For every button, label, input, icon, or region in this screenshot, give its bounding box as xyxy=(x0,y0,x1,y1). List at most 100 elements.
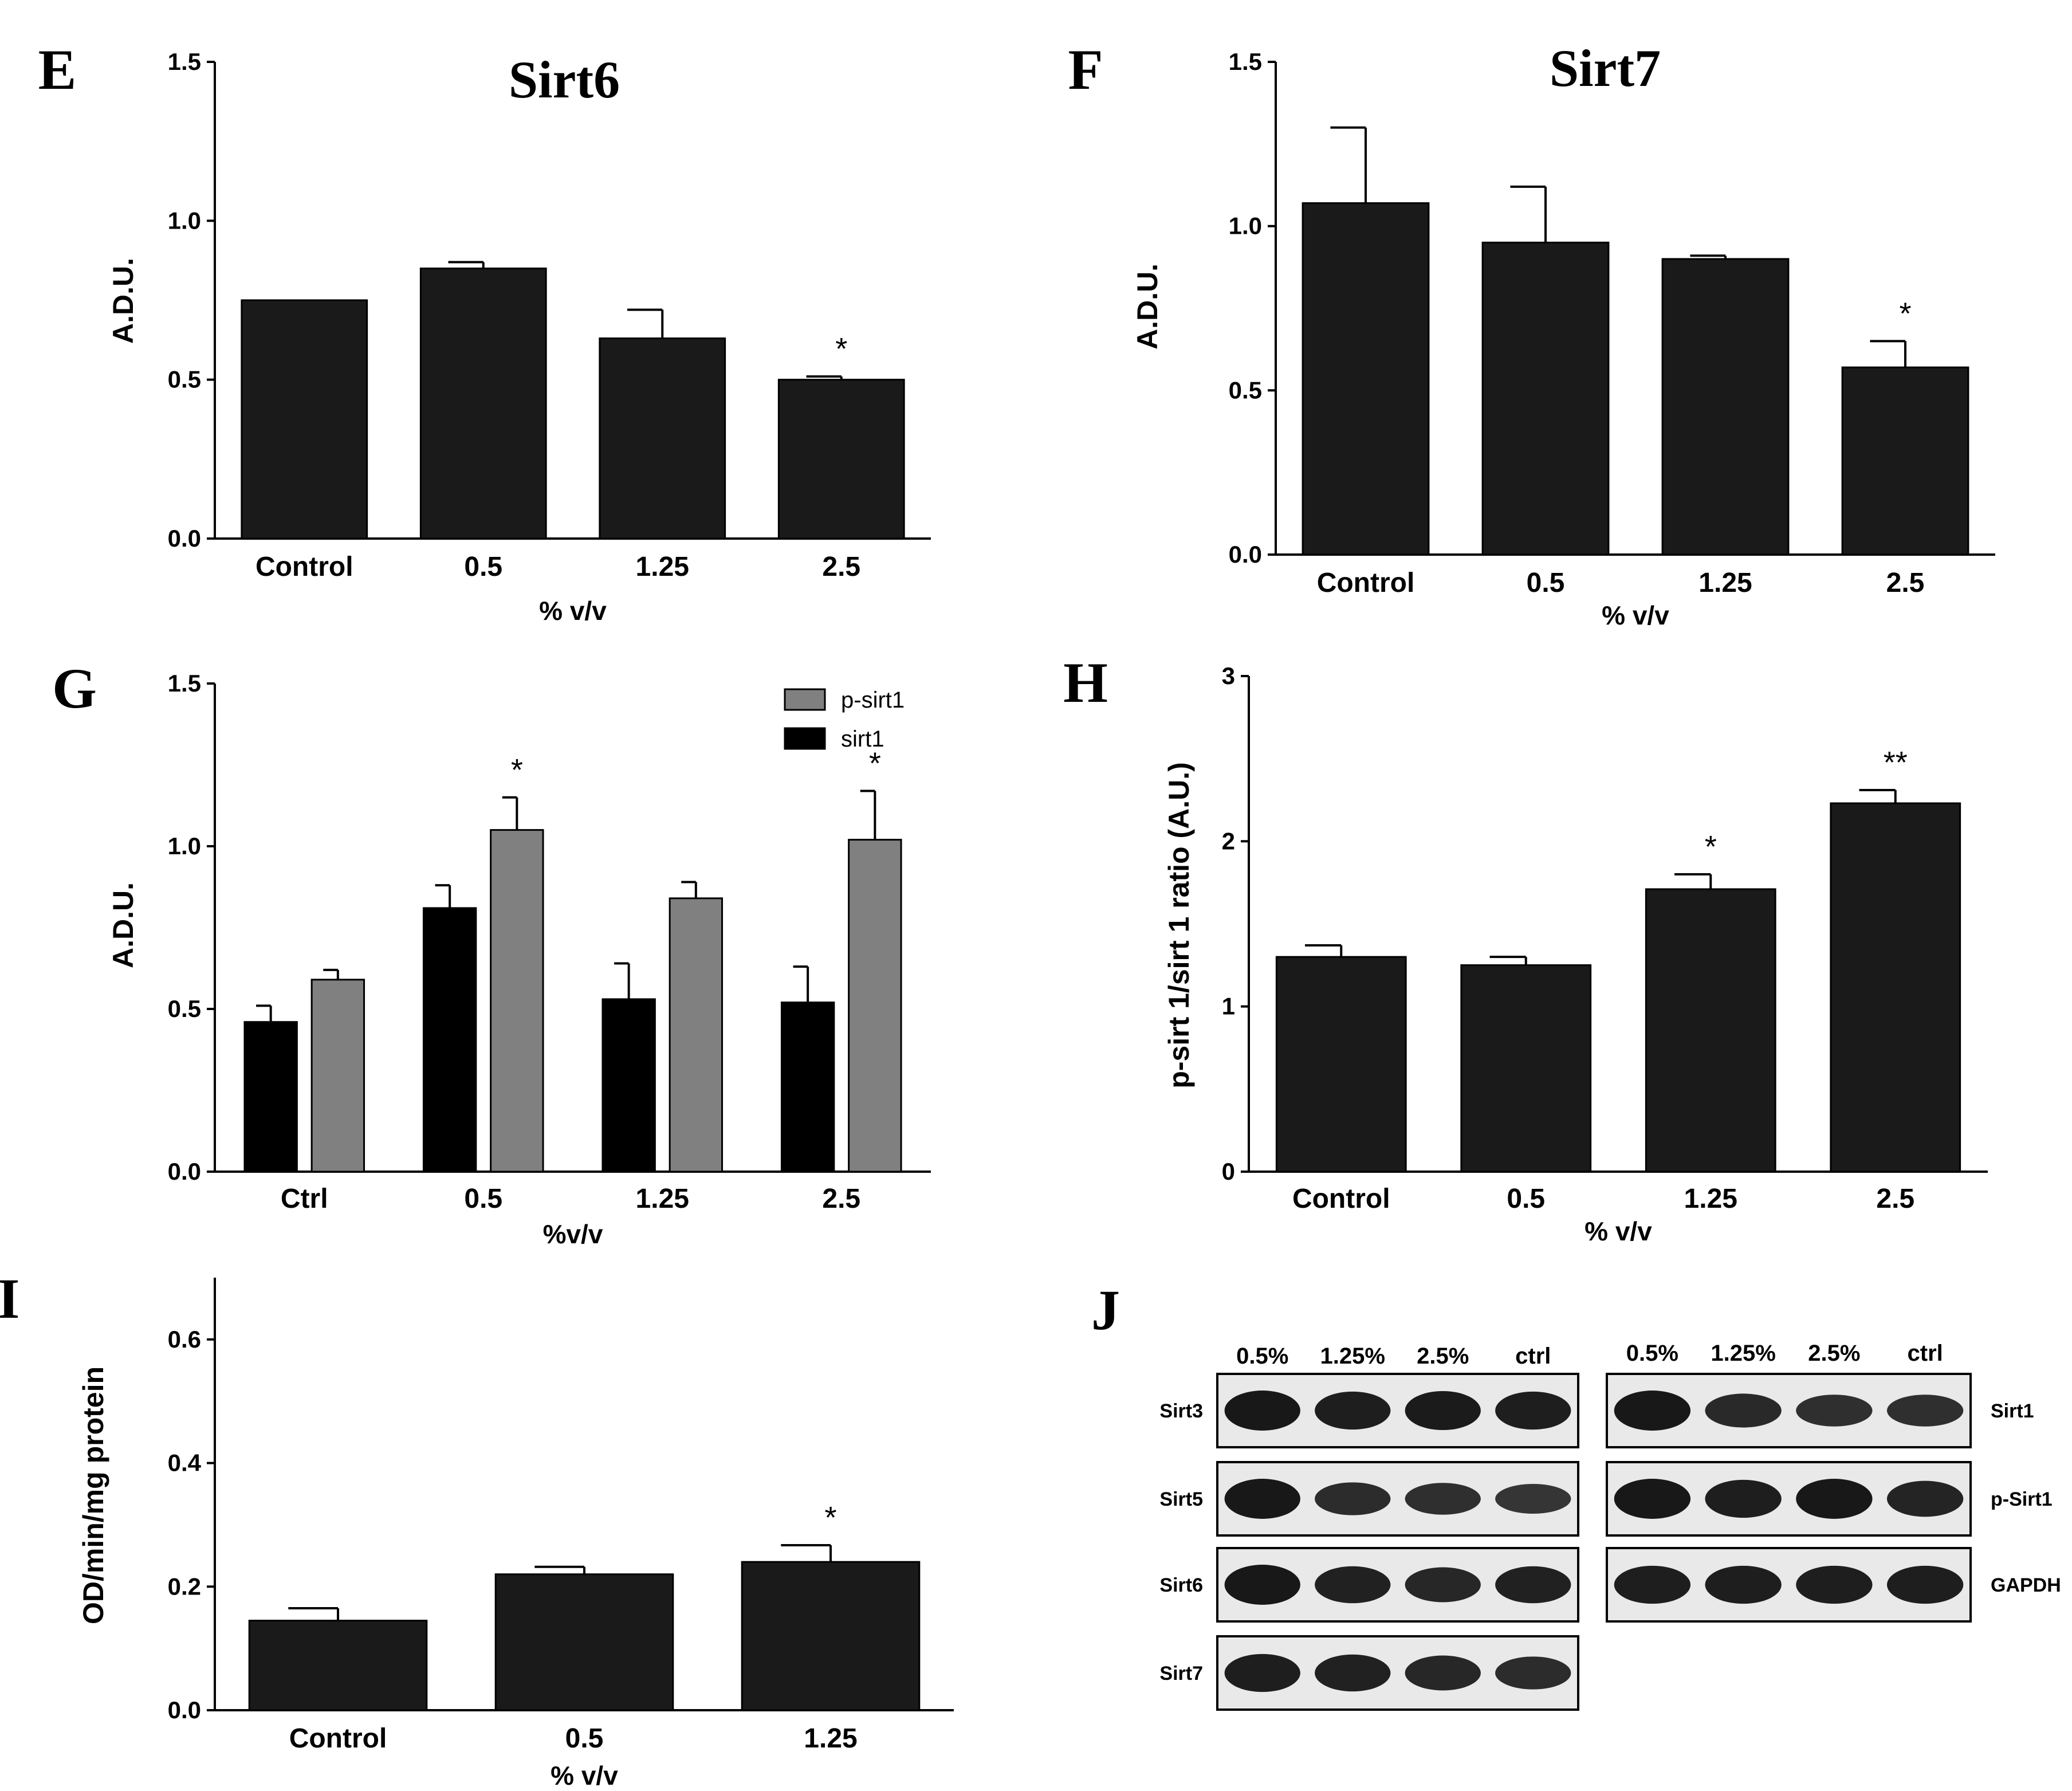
blot-row-label: Sirt7 xyxy=(1159,1663,1203,1684)
x-tick-label: 2.5 xyxy=(1886,568,1925,598)
x-tick-label: 0.5 xyxy=(1507,1184,1545,1214)
panel-letter: J xyxy=(1091,1278,1120,1342)
y-tick-label: 0.2 xyxy=(168,1573,201,1600)
y-axis-label: A.D.U. xyxy=(1131,264,1163,349)
blot-band xyxy=(1405,1391,1481,1431)
panel-letter: H xyxy=(1063,651,1108,714)
blot-band xyxy=(1405,1483,1481,1515)
blot-band xyxy=(1796,1395,1873,1427)
legend-label: sirt1 xyxy=(841,726,884,752)
bar-p-sirt1-Ctrl xyxy=(310,979,365,1173)
bar-1.25 xyxy=(1661,258,1790,556)
bar-0.5 xyxy=(494,1573,674,1711)
blot-lane-label: ctrl xyxy=(1908,1341,1943,1366)
x-tick-label: 0.5 xyxy=(1527,568,1565,598)
y-axis-label: OD/min/mg protein xyxy=(77,1366,109,1624)
x-tick-label: 1.25 xyxy=(636,1184,689,1214)
y-tick-label: 1.0 xyxy=(1229,213,1262,239)
y-axis-label: A.D.U. xyxy=(107,258,139,344)
y-tick-label: 0.5 xyxy=(168,995,201,1022)
blot-band xyxy=(1886,1395,1964,1427)
y-tick-label: 0.0 xyxy=(168,1158,201,1185)
panel-letter: F xyxy=(1068,38,1103,101)
y-tick-label: 0.0 xyxy=(168,525,201,552)
bar-1.25 xyxy=(741,1561,921,1711)
y-tick-label: 0.5 xyxy=(1229,376,1262,403)
blot-band xyxy=(1315,1566,1391,1604)
bar-sirt1-0.5 xyxy=(422,907,477,1173)
blot-lane-label: 2.5% xyxy=(1417,1344,1469,1369)
panel-j-western-blot: J 0.5% 1.25% 2.5% ctrl Sirt3 Sirt5 Sirt6 Sirt7 0.… xyxy=(1091,1278,2061,1711)
bar-0.5 xyxy=(1460,964,1592,1173)
blot-band xyxy=(1495,1391,1571,1430)
x-axis-label: % v/v xyxy=(539,596,607,626)
x-axis-label: % v/v xyxy=(551,1761,618,1790)
y-tick-label: 0.0 xyxy=(168,1696,201,1723)
panel-letter: I xyxy=(0,1267,19,1330)
y-axis-label: A.D.U. xyxy=(107,882,139,968)
y-tick-label: 1.5 xyxy=(168,670,201,697)
significance-marker: * xyxy=(869,746,881,780)
bar-sirt1-Ctrl xyxy=(243,1021,298,1173)
blot-band xyxy=(1405,1567,1481,1603)
panel-f-sirt7-chart: F Sirt7 0.0 0.5 1.0 1.5 A.D.U. * Control 0.5 1.25 2… xyxy=(1068,38,1995,630)
y-tick-label: 0.4 xyxy=(168,1450,202,1476)
x-tick-label: 0.5 xyxy=(464,1184,502,1214)
blot-band xyxy=(1705,1393,1782,1428)
bar-Control xyxy=(241,299,368,540)
blot-row-label: p-Sirt1 xyxy=(1991,1488,2053,1510)
blot-band xyxy=(1224,1479,1300,1519)
panel-e-sirt6-chart: E Sirt6 0.0 0.5 1.0 1.5 A.D.U. * Control 0.5 1.25 2… xyxy=(38,38,931,626)
bar-p-sirt1-0.5 xyxy=(490,829,544,1173)
x-axis-label: % v/v xyxy=(1585,1216,1652,1246)
panel-letter: G xyxy=(52,657,97,720)
y-tick-label: 0.0 xyxy=(1229,541,1262,568)
blot-band xyxy=(1705,1479,1782,1518)
y-tick-label: 1 xyxy=(1222,993,1235,1020)
bar-2.5 xyxy=(1830,802,1961,1173)
blot-row-label: Sirt5 xyxy=(1159,1488,1203,1510)
x-tick-label: 0.5 xyxy=(565,1723,604,1754)
significance-marker: * xyxy=(1899,296,1911,331)
blot-row-label: Sirt3 xyxy=(1159,1400,1203,1422)
x-tick-label: 1.25 xyxy=(804,1723,857,1754)
bar-2.5 xyxy=(1841,366,1969,556)
x-tick-label: 1.25 xyxy=(636,552,689,582)
panel-g-sirt1-grouped-chart: G 0.0 0.5 1.0 1.5 A.D.U. * * p-sirt1 sirt1 Ctrl 0.5… xyxy=(52,657,931,1249)
blot-row-label: GAPDH xyxy=(1991,1574,2061,1596)
bar-0.5 xyxy=(1481,241,1610,556)
significance-marker: ** xyxy=(1884,745,1908,780)
y-tick-label: 0.5 xyxy=(168,366,201,393)
blot-lane-label: 1.25% xyxy=(1711,1341,1775,1366)
bar-Control xyxy=(248,1620,428,1711)
x-tick-label: Control xyxy=(255,552,353,582)
blot-band xyxy=(1705,1565,1782,1604)
legend-swatch xyxy=(784,688,826,711)
bar-1.25 xyxy=(599,337,726,540)
blot-band xyxy=(1224,1391,1300,1431)
x-tick-label: 2.5 xyxy=(822,552,860,582)
significance-marker: * xyxy=(824,1501,836,1535)
blot-band xyxy=(1614,1565,1691,1604)
x-tick-label: Ctrl xyxy=(281,1184,328,1214)
x-tick-label: 1.25 xyxy=(1684,1184,1737,1214)
blot-band xyxy=(1886,1480,1964,1517)
legend-label: p-sirt1 xyxy=(841,688,905,713)
legend-swatch xyxy=(784,727,826,750)
y-tick-label: 2 xyxy=(1222,827,1235,854)
y-tick-label: 1.5 xyxy=(1229,48,1262,75)
chart-title: Sirt6 xyxy=(509,50,620,109)
y-axis-label: p-sirt 1/sirt 1 ratio (A.U.) xyxy=(1163,762,1195,1089)
blot-row-label: Sirt6 xyxy=(1159,1574,1203,1596)
blot-band xyxy=(1315,1654,1391,1692)
y-tick-label: 1.0 xyxy=(168,207,201,234)
blot-band xyxy=(1495,1566,1571,1604)
y-tick-label: 0.6 xyxy=(168,1326,201,1353)
blot-band xyxy=(1796,1479,1873,1519)
panel-i-activity-chart: I 0.0 0.2 0.4 0.6 OD/min/mg protein * Control 0.… xyxy=(0,1267,954,1790)
y-tick-label: 1.5 xyxy=(168,48,201,75)
x-axis-label: % v/v xyxy=(1602,600,1669,630)
panel-letter: E xyxy=(38,38,77,101)
x-axis-label: %v/v xyxy=(543,1219,603,1249)
